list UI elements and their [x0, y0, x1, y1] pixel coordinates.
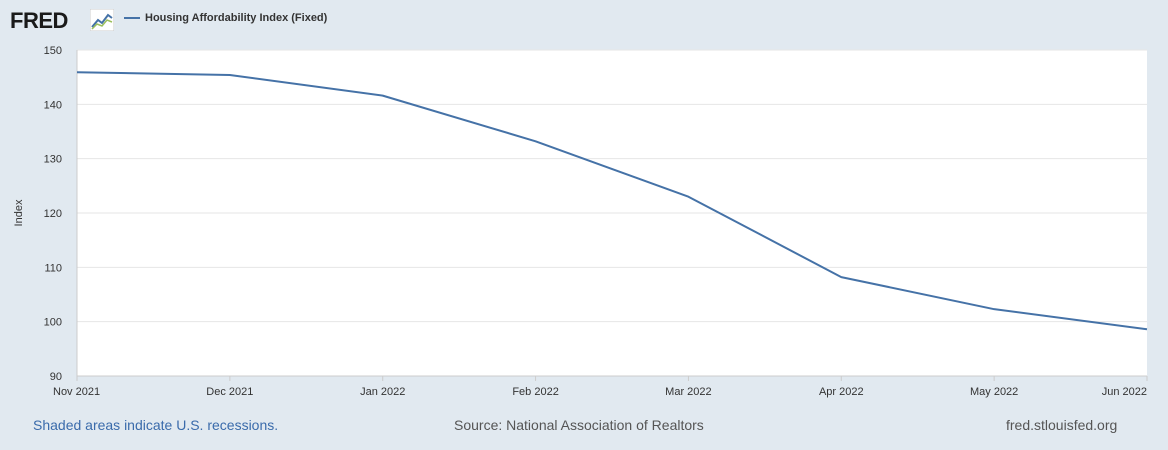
- x-tick-label: Apr 2022: [819, 386, 864, 398]
- x-tick-label: Nov 2021: [53, 386, 100, 398]
- site-link[interactable]: fred.stlouisfed.org: [1006, 417, 1118, 433]
- x-tick-label: Dec 2021: [206, 386, 253, 398]
- y-axis-label: Index: [13, 199, 25, 226]
- data-point[interactable]: [991, 306, 997, 312]
- x-axis: Nov 2021 Dec 2021 Jan 2022 Feb 2022 Mar 2022…: [53, 375, 1148, 398]
- y-tick-label: 120: [44, 208, 62, 220]
- fred-logo[interactable]: FRED: [10, 8, 68, 33]
- y-tick-label: 130: [44, 154, 62, 166]
- source-note: Source: National Association of Realtors: [454, 417, 704, 433]
- x-tick-label: Jan 2022: [360, 386, 405, 398]
- x-tick-label: Jun 2022: [1102, 386, 1147, 398]
- chart-legend[interactable]: Housing Affordability Index (Fixed): [124, 12, 327, 24]
- data-point[interactable]: [1144, 326, 1150, 332]
- x-tick-label: May 2022: [970, 386, 1018, 398]
- legend-line-swatch: [124, 17, 140, 19]
- y-tick-label: 110: [44, 262, 62, 274]
- line-chart[interactable]: Nov 2021 Dec 2021 Jan 2022 Feb 2022 Mar 2022…: [0, 40, 1168, 410]
- fred-chart-icon: [90, 9, 114, 31]
- series-line[interactable]: [76, 71, 1148, 331]
- data-point[interactable]: [227, 72, 233, 78]
- x-tick-label: Feb 2022: [512, 386, 558, 398]
- y-tick-label: 150: [44, 45, 62, 57]
- x-tick-label: Mar 2022: [665, 386, 711, 398]
- chart-header: FRED Housing Affordability Index (Fixed): [0, 0, 1168, 40]
- data-point[interactable]: [533, 138, 539, 144]
- y-tick-label: 90: [50, 371, 62, 383]
- data-point[interactable]: [838, 274, 844, 280]
- series-layer: [74, 69, 1150, 332]
- y-axis: 90 100 110 120 130 140 150: [44, 45, 78, 383]
- data-point[interactable]: [74, 69, 80, 75]
- y-tick-label: 140: [44, 99, 62, 111]
- data-point[interactable]: [685, 194, 691, 200]
- data-point[interactable]: [380, 93, 386, 99]
- y-tick-label: 100: [44, 317, 62, 329]
- recession-note: Shaded areas indicate U.S. recessions.: [33, 417, 279, 433]
- legend-label: Housing Affordability Index (Fixed): [145, 12, 328, 24]
